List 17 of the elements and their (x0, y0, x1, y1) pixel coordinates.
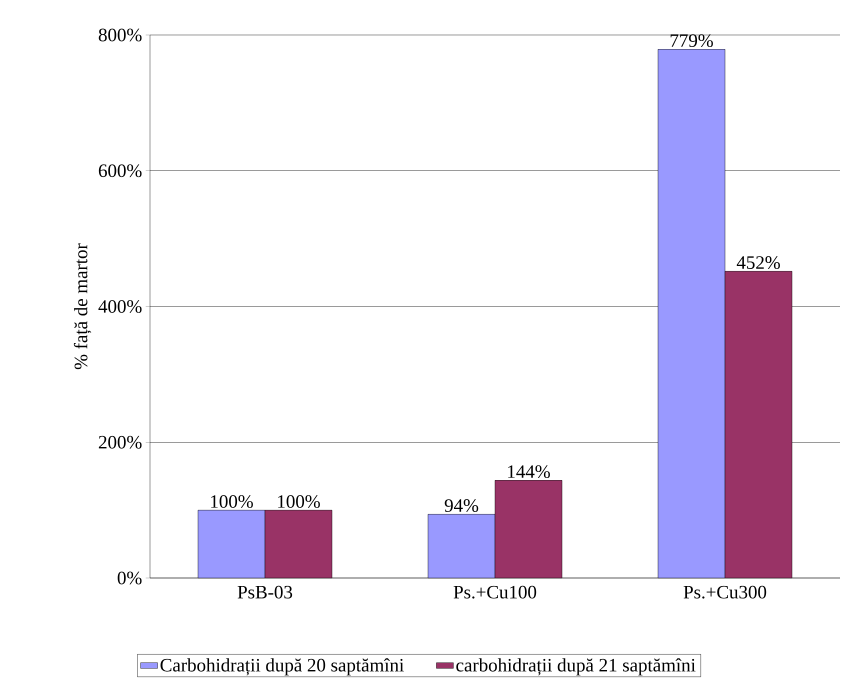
y-axis-title: % față de martor (74, 243, 92, 370)
data-label: 779% (670, 34, 713, 48)
legend-label: carbohidrații după 21 saptămîni (456, 658, 696, 676)
y-tick-label: 600% (98, 164, 142, 178)
legend-label: Carbohidrații după 20 saptămîni (160, 658, 404, 676)
y-tick-label: 800% (98, 28, 142, 42)
data-label: 100% (211, 495, 253, 508)
x-tick-label: Ps.+Cu100 (454, 586, 536, 599)
y-tick-label: 200% (98, 436, 142, 449)
x-tick-label: PsB-03 (238, 586, 292, 599)
y-tick-label: 0% (118, 572, 142, 584)
y-tick-label: 400% (98, 300, 142, 313)
data-label: 100% (278, 495, 320, 508)
x-tick-label: Ps.+Cu300 (684, 586, 766, 599)
data-label: 452% (736, 256, 780, 270)
data-label: 94% (444, 499, 478, 512)
data-label: 144% (508, 465, 550, 478)
